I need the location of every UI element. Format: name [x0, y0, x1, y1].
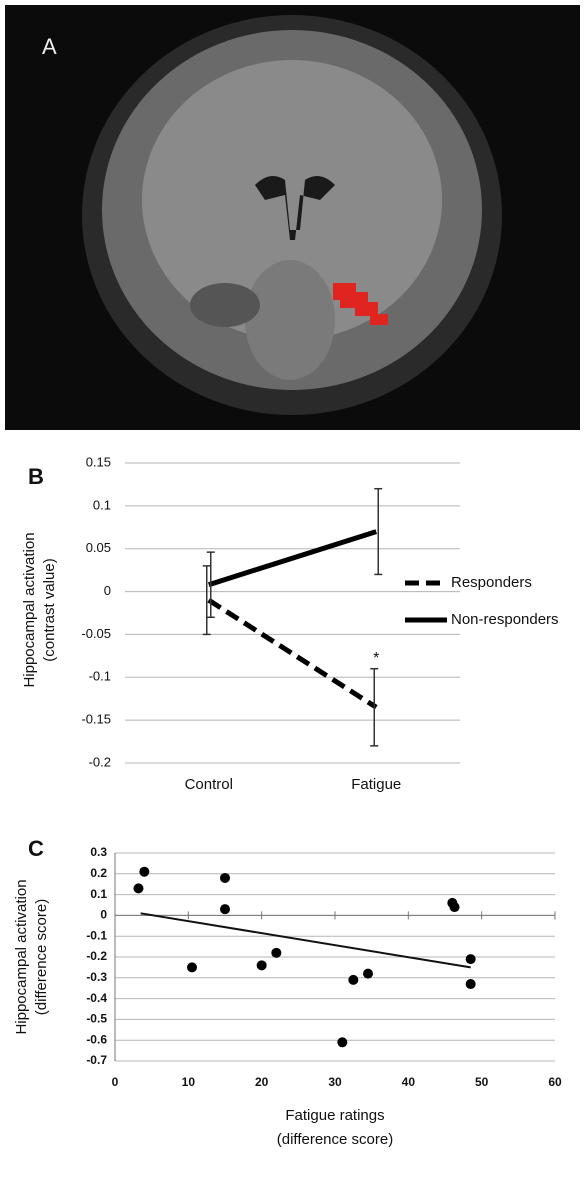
y-tick-label: -0.5	[86, 1012, 107, 1026]
y-tick-label: -0.05	[81, 626, 111, 641]
x-tick-label: 20	[255, 1075, 269, 1089]
y-tick-label: 0	[100, 908, 107, 922]
data-point	[220, 904, 230, 914]
x-tick-label: 40	[402, 1075, 416, 1089]
x-tick-label: Fatigue	[351, 776, 401, 793]
data-point	[271, 948, 281, 958]
y-tick-label: -0.1	[86, 928, 107, 942]
data-point	[220, 873, 230, 883]
trendline	[141, 913, 471, 967]
x-tick-label: 50	[475, 1075, 489, 1089]
panel-label: B	[28, 464, 44, 489]
y-tick-label: -0.7	[86, 1053, 107, 1067]
x-tick-label: 10	[182, 1075, 196, 1089]
y-axis-label: (difference score)	[33, 899, 50, 1015]
x-axis-label: (difference score)	[277, 1131, 393, 1148]
series-line	[209, 532, 377, 585]
x-tick-label: Control	[185, 776, 233, 793]
y-axis-label: Hippocampal activation	[13, 879, 30, 1034]
y-tick-label: 0.3	[90, 845, 107, 859]
y-tick-label: -0.1	[89, 669, 111, 684]
data-point	[139, 867, 149, 877]
data-point	[466, 979, 476, 989]
data-point	[133, 883, 143, 893]
y-tick-label: -0.6	[86, 1032, 107, 1046]
y-axis-label: (contrast value)	[41, 558, 58, 661]
x-axis-label: Fatigue ratings	[285, 1107, 384, 1124]
y-tick-label: -0.3	[86, 970, 107, 984]
data-point	[450, 902, 460, 912]
y-tick-label: -0.2	[89, 754, 111, 769]
data-point	[257, 960, 267, 970]
panel-label: C	[28, 836, 44, 861]
annotation: *	[373, 650, 379, 667]
y-tick-label: 0.1	[90, 887, 107, 901]
data-point	[363, 969, 373, 979]
y-axis-label: Hippocampal activation	[21, 532, 38, 687]
left-hippocampus	[190, 283, 260, 327]
legend-label: Responders	[451, 574, 532, 591]
y-tick-label: 0	[104, 583, 111, 598]
data-point	[337, 1037, 347, 1047]
legend-label: Non-responders	[451, 611, 559, 628]
mri-image: A	[5, 5, 580, 430]
y-tick-label: 0.05	[86, 540, 111, 555]
series-line	[209, 600, 377, 707]
y-tick-label: -0.4	[86, 991, 107, 1005]
brainstem	[245, 260, 335, 380]
data-point	[187, 962, 197, 972]
data-point	[348, 975, 358, 985]
y-tick-label: -0.2	[86, 949, 107, 963]
y-tick-label: 0.1	[93, 497, 111, 512]
x-tick-label: 30	[328, 1075, 342, 1089]
x-tick-label: 60	[548, 1075, 562, 1089]
panel-label: A	[42, 34, 57, 59]
y-tick-label: 0.2	[90, 866, 107, 880]
data-point	[466, 954, 476, 964]
error-bar	[370, 669, 378, 746]
y-tick-label: -0.15	[81, 712, 111, 727]
x-tick-label: 0	[112, 1075, 119, 1089]
figure: A BHippocampal activation(contrast value…	[0, 0, 584, 1178]
y-tick-label: 0.15	[86, 454, 111, 469]
